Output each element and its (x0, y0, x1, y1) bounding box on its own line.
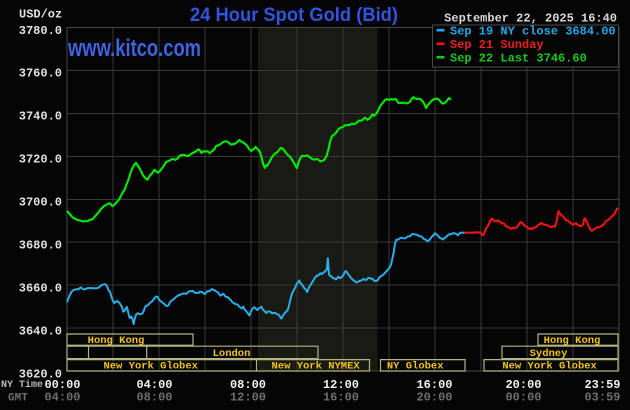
svg-text:3700.0: 3700.0 (19, 196, 62, 210)
svg-text:3680.0: 3680.0 (19, 239, 62, 253)
svg-text:08:00: 08:00 (136, 390, 172, 404)
svg-text:New York Globex: New York Globex (103, 361, 198, 373)
svg-text:24 Hour Spot Gold (Bid): 24 Hour Spot Gold (Bid) (190, 4, 398, 26)
svg-text:USD/oz: USD/oz (19, 8, 62, 22)
svg-text:New York NYMEX: New York NYMEX (271, 361, 360, 373)
svg-text:GMT: GMT (8, 392, 28, 404)
svg-text:NY Time: NY Time (1, 379, 43, 391)
svg-text:September 22, 2025 16:40: September 22, 2025 16:40 (444, 12, 617, 26)
svg-text:Sydney: Sydney (530, 348, 569, 360)
svg-text:www.kitco.com: www.kitco.com (67, 35, 201, 62)
svg-text:00:00: 00:00 (505, 390, 541, 404)
svg-text:3760.0: 3760.0 (19, 67, 62, 81)
svg-text:08:00: 08:00 (230, 378, 266, 392)
svg-text:00:00: 00:00 (44, 378, 80, 392)
svg-text:3720.0: 3720.0 (19, 153, 62, 167)
svg-text:3740.0: 3740.0 (19, 110, 62, 124)
svg-text:12:00: 12:00 (230, 390, 266, 404)
svg-text:16:00: 16:00 (416, 378, 452, 392)
svg-text:Sep 19 NY close 3684.00: Sep 19 NY close 3684.00 (450, 25, 616, 39)
svg-text:Hong Kong: Hong Kong (88, 335, 145, 347)
svg-text:Sep 21 Sunday: Sep 21 Sunday (450, 38, 544, 52)
svg-text:Hong Kong: Hong Kong (544, 335, 601, 347)
svg-text:03:59: 03:59 (584, 390, 620, 404)
svg-text:04:00: 04:00 (44, 390, 80, 404)
svg-text:20:00: 20:00 (505, 378, 541, 392)
svg-text:Sep 22 Last 3746.60: Sep 22 Last 3746.60 (450, 52, 587, 66)
svg-text:23:59: 23:59 (584, 378, 620, 392)
svg-text:12:00: 12:00 (323, 378, 359, 392)
svg-text:20:00: 20:00 (416, 390, 452, 404)
svg-text:3620.0: 3620.0 (19, 367, 62, 381)
svg-text:London: London (213, 348, 251, 360)
svg-text:NY Globex: NY Globex (387, 361, 444, 373)
svg-text:16:00: 16:00 (323, 390, 359, 404)
svg-text:New York Globex: New York Globex (502, 361, 597, 373)
svg-text:3660.0: 3660.0 (19, 281, 62, 295)
svg-text:3780.0: 3780.0 (19, 24, 62, 38)
svg-text:3640.0: 3640.0 (19, 324, 62, 338)
svg-text:04:00: 04:00 (136, 378, 172, 392)
